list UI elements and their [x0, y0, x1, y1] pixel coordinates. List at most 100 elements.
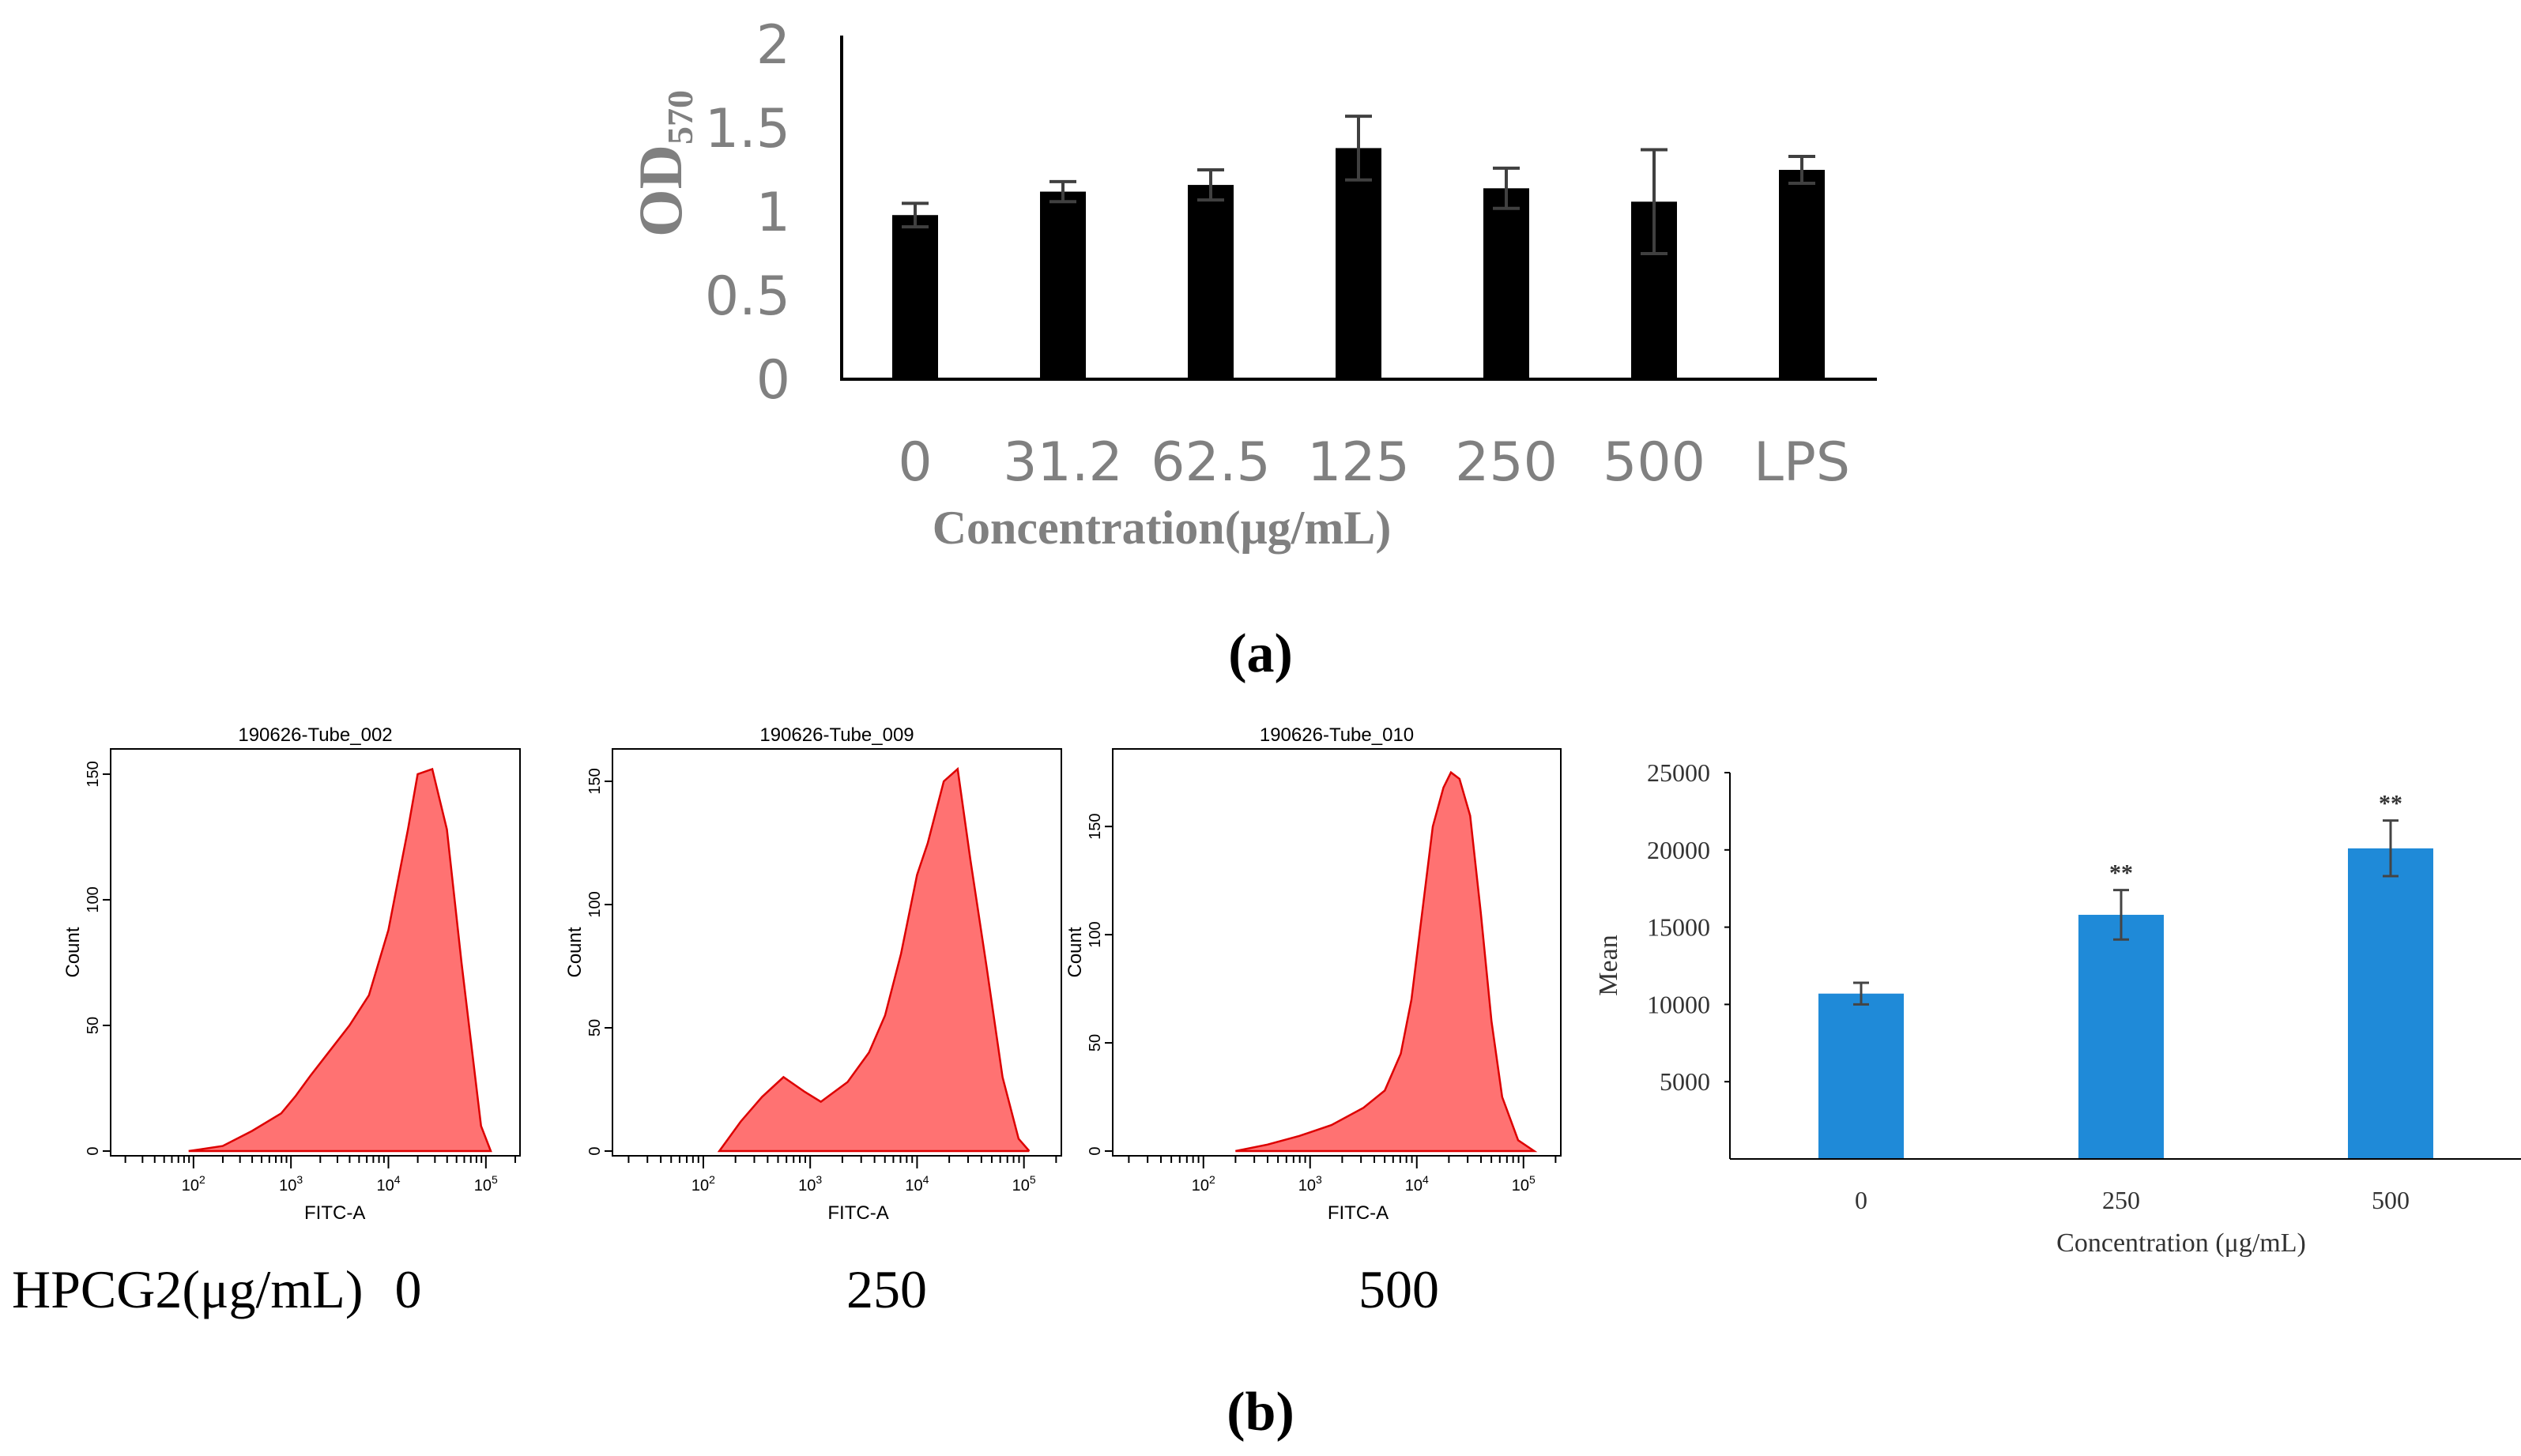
panel-a-figure-label: (a): [1228, 623, 1293, 684]
histogram-x-tick-label: 105: [1512, 1173, 1536, 1195]
histogram-x-tick-label: 104: [905, 1173, 929, 1195]
histogram-y-tick-label: 50: [1087, 1034, 1104, 1052]
histogram-x-tick-label: 104: [1405, 1173, 1429, 1195]
panel-a-bar-2: [1188, 185, 1234, 379]
mean-chart-y-tick-label: 20000: [1647, 836, 1710, 864]
panel-a-error-bar-1: [1049, 179, 1076, 204]
mean-chart-significance-mark: **: [2109, 860, 2133, 886]
mean-chart-bar-0: [1818, 993, 1904, 1159]
mean-chart-error-bar-1: [2113, 889, 2129, 941]
mean-chart-significance: ** **: [2109, 791, 2402, 886]
panel-a-x-tick-label: 62.5: [1151, 431, 1270, 494]
panel-a-bar-1: [1040, 191, 1086, 379]
histogram-y-tick-label: 150: [586, 768, 604, 794]
panel-a-x-ticks: 0 31.2 62.5 125 250 500 LPS: [898, 431, 1850, 494]
mean-chart-error-bar-2: [2383, 819, 2399, 878]
panel-a-bars: [892, 148, 1825, 379]
histogram-x-label: FITC-A: [1328, 1202, 1389, 1224]
panel-a-error-bar-4: [1493, 166, 1520, 210]
histogram-tube-002: 190626-Tube_002 0 50 100 150 Count 102 103 104 10…: [62, 724, 521, 1224]
mean-chart-bar-2: [2348, 848, 2433, 1159]
panel-a-bar-0: [892, 215, 938, 379]
histogram-y-tick-label: 0: [85, 1146, 102, 1155]
mean-chart-x-tick-label: 250: [2102, 1186, 2140, 1214]
panel-a-bar-4: [1483, 188, 1529, 379]
panel-a-x-tick-label: 0: [898, 431, 932, 494]
mean-chart-y-tick-label: 15000: [1647, 913, 1710, 942]
histogram-distribution-1: [717, 766, 1031, 1153]
mean-chart-y-label: Mean: [1594, 935, 1623, 995]
histogram-x-tick-label: 103: [798, 1173, 822, 1195]
dose-label-250: 250: [846, 1259, 927, 1319]
histogram-y-label: Count: [62, 927, 84, 977]
panel-a-y-tick-label: 1: [756, 182, 790, 244]
mean-chart-bars: [1818, 848, 2433, 1159]
mean-chart-bar-1: [2078, 914, 2164, 1159]
histogram-title: 190626-Tube_010: [1260, 724, 1414, 746]
mean-chart-significance-mark: **: [2379, 791, 2402, 817]
histogram-frame: [1112, 748, 1562, 1157]
panel-a-bar-6: [1779, 170, 1825, 379]
panel-a-error-bar-3: [1345, 115, 1372, 182]
panel-a-y-ticks: 0 0.5 1 1.5 2: [705, 14, 790, 412]
histogram-x-label: FITC-A: [304, 1202, 365, 1224]
panel-a-y-label: OD570: [626, 90, 700, 237]
panel-b-mean-chart: 5000 10000 15000 20000 25000 ** ** 0 250 500 Me…: [1594, 758, 2521, 1258]
panel-a-x-tick-label: 500: [1603, 431, 1705, 494]
histogram-y-tick-label: 0: [586, 1146, 604, 1155]
panel-a-error-bar-5: [1641, 148, 1667, 255]
panel-a-chart: 0 0.5 1 1.5 2 0 31.2 62.5 125 250 500 LPS OD570 Co…: [626, 14, 1877, 684]
panel-b-figure-label: (b): [1227, 1382, 1294, 1443]
panel-a-x-label: Concentration(μg/mL): [933, 502, 1392, 554]
histogram-y-tick-label: 100: [586, 891, 604, 917]
panel-a-x-tick-label: LPS: [1754, 431, 1850, 494]
histogram-title: 190626-Tube_002: [238, 724, 392, 746]
histogram-y-label: Count: [1065, 927, 1086, 977]
histogram-x-tick-label: 102: [691, 1173, 715, 1195]
histogram-distribution-2: [1235, 770, 1538, 1153]
histogram-x-tick-label: 105: [1012, 1173, 1036, 1195]
histogram-y-tick-label: 100: [85, 886, 102, 912]
mean-chart-error-bars: [1853, 819, 2399, 1006]
mean-chart-x-label: Concentration (μg/mL): [2056, 1228, 2306, 1258]
mean-chart-x-tick-label: 0: [1855, 1186, 1867, 1214]
panel-a-error-bar-0: [902, 201, 929, 229]
histogram-x-label: FITC-A: [827, 1202, 888, 1224]
histogram-x-tick-label: 103: [279, 1173, 303, 1195]
panel-a-error-bar-2: [1197, 168, 1224, 202]
histogram-x-tick-label: 104: [376, 1173, 400, 1195]
panel-a-y-tick-label: 0: [756, 349, 790, 412]
histogram-y-tick-label: 150: [1087, 813, 1104, 839]
histogram-y-tick-label: 50: [85, 1017, 102, 1034]
panel-a-x-tick-label: 125: [1307, 431, 1410, 494]
histogram-tube-010: 190626-Tube_010 0 50 100 150 Count 102 103 104 10…: [1065, 724, 1562, 1224]
histogram-distribution-0: [188, 767, 492, 1153]
mean-chart-y-tick-label: 10000: [1647, 990, 1710, 1018]
panel-a-y-tick-label: 1.5: [705, 98, 790, 160]
histogram-y-tick-label: 150: [85, 761, 102, 787]
panel-a-y-tick-label: 2: [756, 14, 790, 77]
panel-a-error-bar-6: [1788, 155, 1815, 185]
mean-chart-y-tick-label: 25000: [1647, 758, 1710, 787]
sample-prefix-label: HPCG2(μg/mL) 0: [12, 1259, 421, 1319]
panel-a-error-bars: [902, 115, 1815, 255]
histogram-frame: [110, 748, 521, 1157]
histogram-tube-009: 190626-Tube_009 0 50 100 150 Count 102 103 104 10…: [564, 724, 1062, 1224]
panel-a-x-tick-label: 250: [1455, 431, 1558, 494]
histogram-x-tick-label: 102: [182, 1173, 205, 1195]
mean-chart-error-bar-0: [1853, 981, 1869, 1006]
dose-label-500: 500: [1358, 1259, 1439, 1319]
mean-chart-y-ticks: 5000 10000 15000 20000 25000: [1647, 758, 1730, 1096]
panel-a-x-tick-label: 31.2: [1003, 431, 1122, 494]
histogram-y-label: Count: [564, 927, 586, 977]
histogram-y-tick-label: 100: [1087, 921, 1104, 947]
panel-a-bar-3: [1336, 148, 1381, 379]
histogram-x-tick-label: 103: [1298, 1173, 1322, 1195]
mean-chart-x-ticks: 0 250 500: [1855, 1186, 2410, 1214]
histogram-title: 190626-Tube_009: [759, 724, 914, 746]
panel-a-y-tick-label: 0.5: [705, 265, 790, 328]
histogram-y-tick-label: 0: [1087, 1146, 1104, 1155]
histogram-x-tick-label: 105: [474, 1173, 498, 1195]
histogram-y-tick-label: 50: [586, 1019, 604, 1037]
